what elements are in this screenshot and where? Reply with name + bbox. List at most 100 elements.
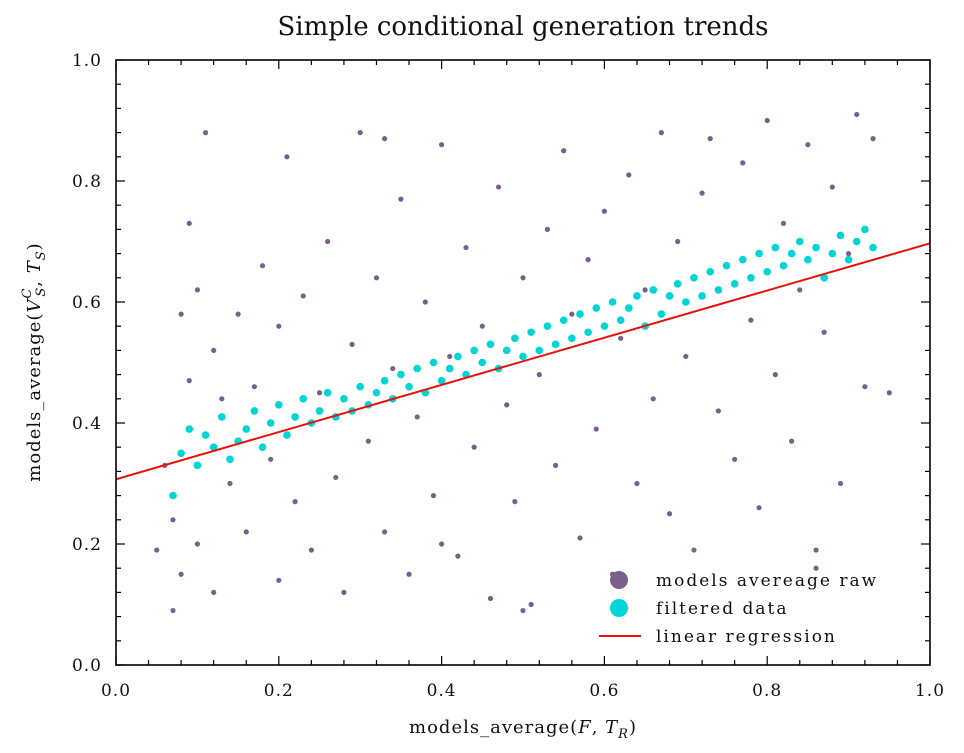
filtered-point-30 — [413, 364, 421, 373]
raw-point-4 — [178, 571, 184, 577]
raw-point-56 — [561, 148, 567, 154]
x-tick-label-0: 0.0 — [101, 681, 131, 701]
raw-point-30 — [349, 341, 355, 347]
raw-point-49 — [504, 402, 510, 408]
raw-point-58 — [577, 535, 583, 541]
filtered-point-45 — [535, 346, 544, 355]
filtered-point-79 — [812, 243, 820, 252]
filtered-point-33 — [437, 376, 446, 385]
raw-point-45 — [471, 444, 477, 450]
raw-point-65 — [634, 480, 640, 487]
raw-point-61 — [601, 208, 608, 214]
filtered-point-39 — [486, 340, 495, 349]
y-tick-label-5: 1.0 — [72, 51, 102, 71]
x-tick-label-2: 0.4 — [427, 681, 457, 701]
filtered-point-29 — [405, 382, 413, 391]
filtered-point-74 — [771, 243, 780, 252]
raw-point-85 — [797, 287, 803, 293]
raw-point-54 — [544, 226, 551, 232]
raw-point-0 — [154, 547, 160, 553]
filtered-point-77 — [795, 237, 804, 246]
raw-point-44 — [463, 244, 469, 251]
raw-point-68 — [658, 130, 664, 136]
filtered-point-28 — [397, 370, 405, 379]
y-tick-label-0: 0.0 — [72, 656, 102, 676]
raw-point-51 — [520, 275, 526, 281]
raw-point-94 — [870, 136, 876, 142]
raw-point-43 — [455, 553, 461, 559]
filtered-point-46 — [543, 322, 552, 331]
raw-point-67 — [650, 396, 656, 402]
filtered-point-35 — [454, 352, 462, 361]
raw-point-3 — [170, 517, 176, 523]
raw-point-55 — [552, 462, 559, 468]
y-tick-label-1: 0.2 — [72, 535, 102, 555]
x-tick-label-4: 0.8 — [752, 681, 782, 701]
raw-point-47 — [487, 595, 494, 602]
filtered-point-81 — [828, 249, 837, 258]
filtered-point-19 — [323, 388, 332, 397]
raw-point-57 — [569, 311, 575, 317]
filtered-point-63 — [682, 298, 690, 306]
raw-point-95 — [886, 390, 892, 396]
x-tick-label-5: 1.0 — [915, 681, 945, 701]
x-tick-labels: 0.0 0.2 0.4 0.6 0.8 1.0 — [101, 681, 945, 701]
raw-point-39 — [422, 299, 428, 305]
filtered-point-4 — [201, 431, 210, 439]
filtered-point-37 — [470, 346, 478, 355]
filtered-point-67 — [714, 286, 723, 294]
raw-point-90 — [837, 480, 844, 487]
chart-title: Simple conditional generation trends — [277, 12, 768, 42]
raw-point-53 — [536, 372, 542, 378]
filtered-point-78 — [804, 255, 812, 264]
filtered-point-16 — [299, 395, 308, 403]
raw-point-2 — [170, 607, 176, 614]
raw-point-37 — [406, 571, 412, 577]
raw-series — [154, 111, 892, 614]
raw-point-66 — [642, 287, 648, 293]
raw-point-81 — [764, 117, 770, 124]
filtered-point-2 — [185, 425, 194, 433]
filtered-point-71 — [747, 274, 755, 282]
legend-item-raw: models avereage raw — [610, 571, 876, 591]
raw-point-5 — [178, 311, 184, 317]
raw-point-41 — [439, 142, 445, 148]
filtered-point-61 — [665, 292, 674, 300]
regression-line — [116, 242, 930, 481]
y-tick-label-4: 0.8 — [72, 172, 102, 192]
raw-point-31 — [357, 130, 363, 136]
filtered-point-38 — [478, 358, 487, 367]
raw-point-78 — [740, 160, 746, 166]
y-tick-label-2: 0.4 — [72, 414, 102, 434]
filtered-point-25 — [372, 388, 381, 397]
filtered-point-0 — [169, 491, 177, 500]
filtered-point-83 — [844, 255, 853, 264]
filtered-series — [169, 225, 877, 500]
filtered-point-47 — [551, 340, 560, 349]
filtered-point-52 — [592, 304, 601, 312]
raw-point-24 — [300, 293, 306, 299]
filtered-point-34 — [445, 364, 454, 373]
raw-point-77 — [732, 456, 738, 462]
legend-label-filtered: filtered data — [656, 599, 789, 619]
filtered-point-50 — [576, 310, 584, 318]
filtered-point-56 — [625, 304, 633, 312]
filtered-point-18 — [315, 407, 324, 415]
filtered-point-12 — [266, 419, 275, 427]
raw-point-14 — [227, 480, 233, 487]
plot-frame — [115, 59, 931, 666]
raw-point-52 — [528, 601, 534, 608]
raw-point-86 — [805, 142, 811, 148]
raw-point-19 — [268, 456, 274, 462]
filtered-point-14 — [283, 431, 291, 439]
x-axis-label: models_average(F, TR) — [409, 717, 637, 742]
y-tick-label-3: 0.6 — [72, 293, 102, 313]
filtered-point-86 — [869, 243, 877, 252]
axis-ticks — [115, 59, 931, 666]
raw-point-80 — [756, 505, 762, 511]
filtered-point-55 — [616, 316, 625, 324]
legend-marker-raw — [610, 571, 628, 589]
x-tick-label-1: 0.2 — [264, 681, 294, 701]
raw-point-10 — [202, 130, 209, 136]
